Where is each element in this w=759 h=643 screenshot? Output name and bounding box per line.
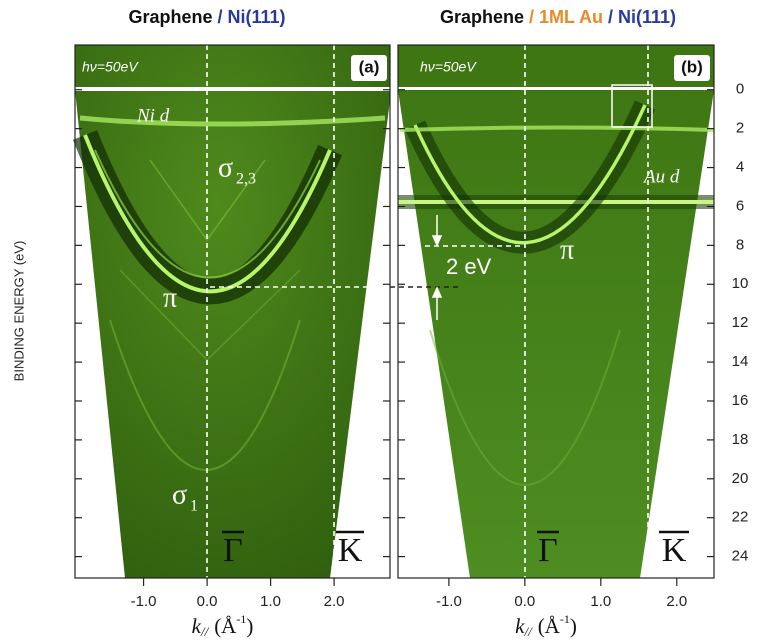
y-tick-label: 6	[736, 197, 744, 214]
annotation: 2 eV	[446, 254, 492, 279]
y-tick-label: 20	[732, 470, 749, 487]
annotation: π	[560, 234, 574, 265]
y-tick-label: 2	[736, 120, 744, 137]
title-part: / 1ML Au	[529, 7, 603, 27]
x-axis-label: k//(Å-1)	[515, 612, 577, 639]
x-tick-label: 2.0	[666, 593, 687, 610]
y-tick-label: 16	[732, 392, 749, 409]
x-tick-label: 0.0	[197, 593, 218, 610]
annotation: K	[662, 532, 687, 569]
unit-sup: -1	[236, 612, 246, 626]
y-tick-label: 14	[732, 353, 749, 370]
annotation: hν=50eV	[420, 59, 477, 75]
y-tick-label: 22	[732, 509, 749, 526]
panel-title: Graphene / 1ML Au / Ni(111)	[440, 7, 676, 27]
annotation: σ	[218, 152, 233, 183]
x-axis-label: k//(Å-1)	[192, 612, 254, 639]
x-tick-label: 1.0	[590, 593, 611, 610]
y-tick-label: 12	[732, 314, 749, 331]
title-part: Graphene	[128, 7, 212, 27]
y-tick-label: 24	[732, 548, 749, 565]
x-tick-label: 1.0	[260, 593, 281, 610]
unit-close: )	[246, 614, 253, 638]
spectrum-a	[75, 45, 390, 578]
unit-sup: -1	[560, 612, 570, 626]
annotation: hν=50eV	[82, 59, 139, 75]
y-tick-label: 10	[732, 275, 749, 292]
y-tick-label: 4	[736, 159, 744, 176]
x-tick-label: -1.0	[436, 593, 462, 610]
unit: (Å	[538, 614, 561, 638]
annotation: (a)	[359, 57, 380, 76]
annotation: π	[163, 282, 177, 313]
annotation: σ	[172, 479, 187, 510]
title-part: / Ni(111)	[608, 7, 676, 27]
panel-title: Graphene / Ni(111)	[128, 7, 285, 27]
y-axis-label: BINDING ENERGY (eV)	[11, 241, 26, 382]
x-tick-label: 0.0	[514, 593, 535, 610]
annotation: K	[338, 532, 363, 569]
title-part: / Ni(111)	[218, 7, 286, 27]
annotation: Au d	[642, 166, 680, 187]
x-tick-label: 2.0	[324, 593, 345, 610]
annotation: 1	[190, 498, 198, 515]
annotation: Ni d	[136, 105, 170, 126]
title-part: Graphene	[440, 7, 524, 27]
annotation: Γ	[538, 532, 558, 569]
annotation: 2,3	[236, 171, 256, 188]
k-sub: //	[200, 624, 210, 639]
annotation: Γ	[223, 532, 243, 569]
unit-close: )	[570, 614, 577, 638]
y-tick-label: 0	[736, 81, 744, 98]
unit: (Å	[214, 614, 237, 638]
figure: Graphene / Ni(111) -1.0 0.0 1.0 2.0 BINDING E…	[0, 0, 759, 643]
spectrum-b	[398, 45, 714, 578]
x-tick-label: -1.0	[131, 593, 157, 610]
annotation: (b)	[681, 57, 703, 76]
y-tick-label: 18	[732, 431, 749, 448]
k-sub: //	[523, 624, 533, 639]
y-tick-label: 8	[736, 236, 744, 253]
